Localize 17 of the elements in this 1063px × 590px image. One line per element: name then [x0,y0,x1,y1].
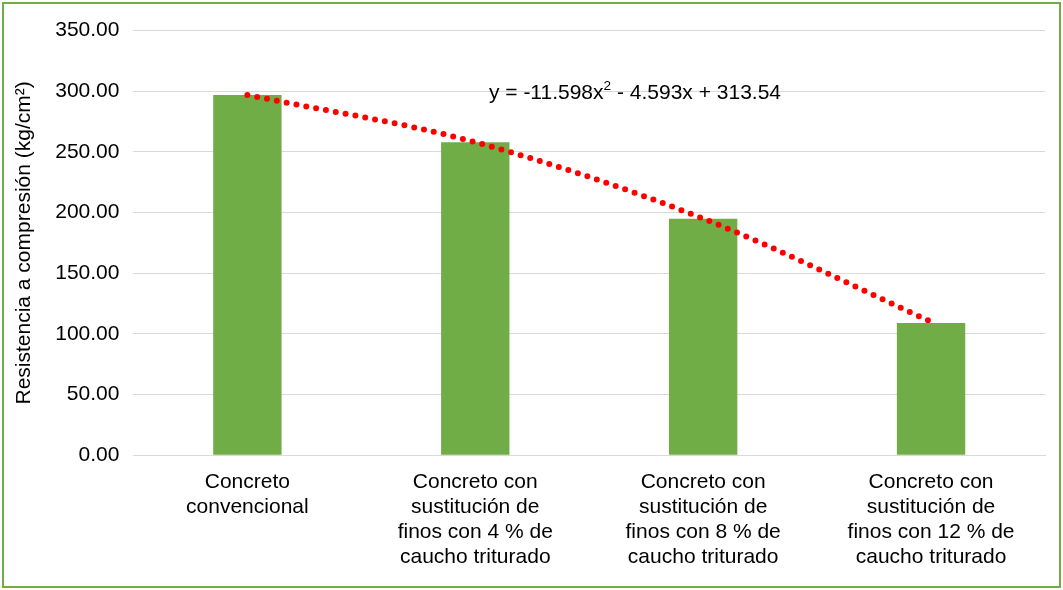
y-axis-title: Resistencia a compresión (kg/cm²) [11,81,35,405]
y-tick-label: 150.00 [55,260,120,284]
bar [213,94,282,455]
x-tick-label: Concreto convencional [186,468,309,517]
y-tick-label: 0.00 [78,442,120,465]
y-tick-label: 250.00 [55,138,120,162]
bar [668,218,738,455]
bar [441,142,510,455]
y-tick-label: 350.00 [55,17,120,41]
y-tick-label: 200.00 [55,199,120,223]
y-tick-label: 100.00 [55,320,120,344]
x-tick-label: Concreto con sustitución de finos con 12 % de caucho triturado [847,468,1015,568]
bar [896,322,966,455]
x-tick-label: Concreto con sustitución de finos con 4 % de caucho triturado [397,468,553,568]
y-tick-label: 50.00 [66,381,120,405]
y-tick-label: 300.00 [55,78,120,102]
x-tick-label: Concreto con sustitución de finos con 8 % de caucho triturado [625,468,781,568]
